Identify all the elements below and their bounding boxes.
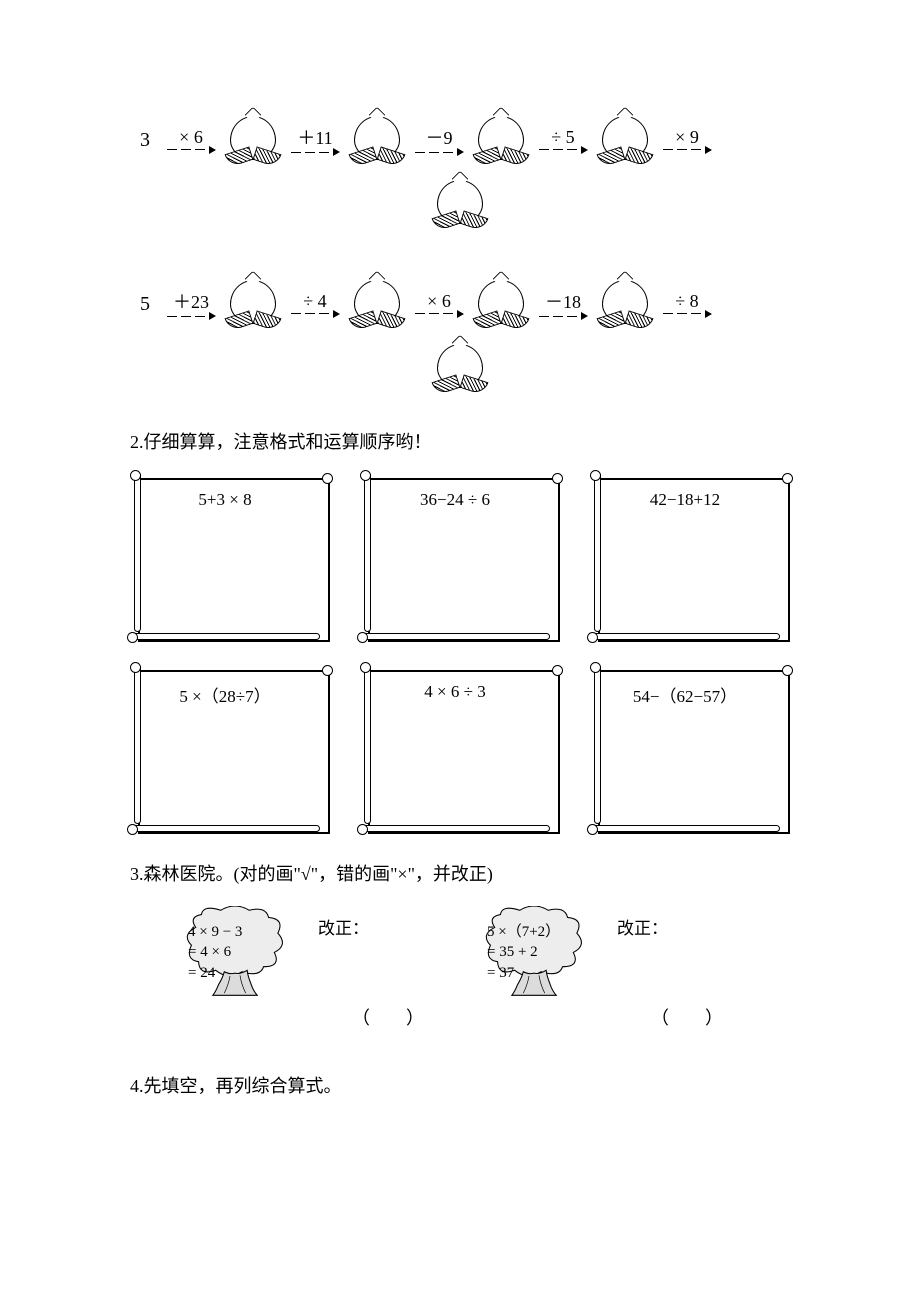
chain-op-label: × 9 <box>675 127 699 148</box>
chain-op-label: ÷ 5 <box>551 127 574 148</box>
chain-op: × 9 <box>652 127 722 154</box>
arrow-icon <box>539 146 588 154</box>
tree-work: 4 × 9 − 3 = 4 × 6 = 24 <box>188 922 242 983</box>
scroll-row-1: 5+3 × 8 36−24 ÷ 6 42−18+12 <box>130 472 790 642</box>
chain-result <box>130 338 790 398</box>
peach-icon <box>476 110 526 170</box>
scroll-box: 5 ×（28÷7） <box>130 664 330 834</box>
tree-line: = 24 <box>188 963 242 983</box>
arrow-icon <box>415 148 464 156</box>
chain-result <box>130 174 790 234</box>
chain-start-value: 5 <box>140 293 150 316</box>
chain-op-label: ÷ 4 <box>303 291 326 312</box>
arrow-icon <box>167 146 216 154</box>
scroll-expression: 54−（62−57） <box>590 682 780 707</box>
peach-icon <box>228 274 278 334</box>
answer-paren[interactable]: （ ） <box>352 1004 424 1030</box>
correction-label: 改正： <box>617 914 668 939</box>
scroll-expression: 4 × 6 ÷ 3 <box>360 682 550 702</box>
peach-icon <box>600 110 650 170</box>
chain-op-label: －18 <box>545 288 581 314</box>
section-4-heading: 4.先填空，再列综合算式。 <box>130 1072 790 1098</box>
chain-op: －18 <box>528 288 598 320</box>
chain-row: 5 ＋23 ÷ 4 × 6 －18 ÷ 8 <box>140 264 790 344</box>
forest-item-2: 5 ×（7+2） = 35 + 2 = 37 改正： （ ） <box>459 906 668 1046</box>
chain-op: ÷ 5 <box>528 127 598 154</box>
chain-exercise-2: 5 ＋23 ÷ 4 × 6 －18 ÷ 8 <box>130 264 790 398</box>
scroll-box: 4 × 6 ÷ 3 <box>360 664 560 834</box>
tree-work: 5 ×（7+2） = 35 + 2 = 37 <box>487 922 560 983</box>
peach-icon <box>476 274 526 334</box>
chain-op-label: ÷ 8 <box>675 291 698 312</box>
arrow-icon <box>663 146 712 154</box>
tree-line: = 35 + 2 <box>487 942 560 962</box>
scroll-box: 36−24 ÷ 6 <box>360 472 560 642</box>
chain-op-label: × 6 <box>179 127 203 148</box>
tree-line: 5 ×（7+2） <box>487 922 560 942</box>
scroll-expression: 5+3 × 8 <box>130 490 320 510</box>
chain-op-label: ＋11 <box>297 124 332 150</box>
peach-icon <box>435 174 485 234</box>
chain-row: 3 × 6 ＋11 －9 ÷ 5 × 9 <box>140 100 790 180</box>
chain-op: ÷ 8 <box>652 291 722 318</box>
forest-item-1: 4 × 9 − 3 = 4 × 6 = 24 改正： （ ） <box>160 906 369 1046</box>
chain-op-label: －9 <box>426 124 453 150</box>
scroll-box: 5+3 × 8 <box>130 472 330 642</box>
arrow-icon <box>663 310 712 318</box>
peach-icon <box>352 110 402 170</box>
chain-op: ÷ 4 <box>280 291 350 318</box>
section-2-heading: 2.仔细算算，注意格式和运算顺序哟！ <box>130 428 790 454</box>
correction-label: 改正： <box>318 914 369 939</box>
scroll-expression: 5 ×（28÷7） <box>130 682 320 707</box>
tree-icon: 4 × 9 − 3 = 4 × 6 = 24 <box>160 906 310 1046</box>
chain-op: ＋11 <box>280 124 350 156</box>
tree-line: = 4 × 6 <box>188 942 242 962</box>
chain-op-label: × 6 <box>427 291 451 312</box>
forest-row: 4 × 9 − 3 = 4 × 6 = 24 改正： （ ） 5 ×（7+2） … <box>160 906 790 1046</box>
chain-exercise-1: 3 × 6 ＋11 －9 ÷ 5 × 9 <box>130 100 790 234</box>
peach-icon <box>228 110 278 170</box>
scroll-box: 42−18+12 <box>590 472 790 642</box>
chain-op: －9 <box>404 124 474 156</box>
chain-op-label: ＋23 <box>173 288 209 314</box>
arrow-icon <box>291 148 340 156</box>
chain-start-value: 3 <box>140 129 150 152</box>
scroll-expression: 36−24 ÷ 6 <box>360 490 550 510</box>
answer-paren[interactable]: （ ） <box>651 1004 723 1030</box>
chain-op: × 6 <box>404 291 474 318</box>
peach-icon <box>352 274 402 334</box>
peach-icon <box>600 274 650 334</box>
tree-icon: 5 ×（7+2） = 35 + 2 = 37 <box>459 906 609 1046</box>
chain-op: ＋23 <box>156 288 226 320</box>
tree-line: 4 × 9 − 3 <box>188 922 242 942</box>
arrow-icon <box>291 310 340 318</box>
arrow-icon <box>415 310 464 318</box>
chain-op: × 6 <box>156 127 226 154</box>
tree-line: = 37 <box>487 963 560 983</box>
peach-icon <box>435 338 485 398</box>
arrow-icon <box>539 312 588 320</box>
arrow-icon <box>167 312 216 320</box>
scroll-box: 54−（62−57） <box>590 664 790 834</box>
scroll-row-2: 5 ×（28÷7） 4 × 6 ÷ 3 54−（62−57） <box>130 664 790 834</box>
scroll-expression: 42−18+12 <box>590 490 780 510</box>
section-3-heading: 3.森林医院。(对的画"√"，错的画"×"，并改正) <box>130 860 790 886</box>
